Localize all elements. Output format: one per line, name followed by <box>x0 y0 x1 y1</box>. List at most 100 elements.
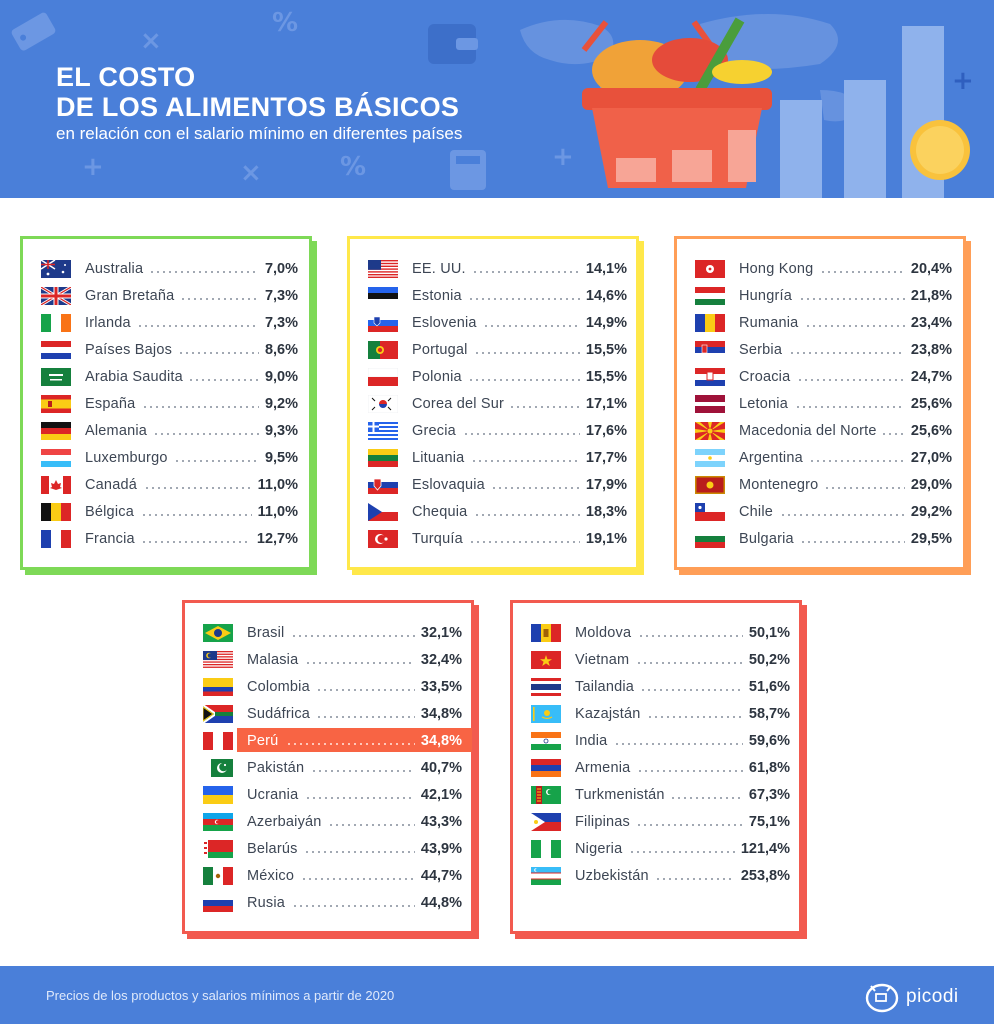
country-name: Hungría <box>739 288 792 304</box>
list-item: Lituania 17,7% <box>350 447 636 469</box>
country-name: Canadá <box>85 477 137 493</box>
flag-ru-icon <box>203 894 233 912</box>
percentage-value: 14,6% <box>585 288 627 304</box>
flag-mx-icon <box>203 867 233 885</box>
country-name: Grecia <box>412 423 456 439</box>
dot-leader <box>819 271 905 273</box>
country-name: Turquía <box>412 531 463 547</box>
percentage-value: 20,4% <box>910 261 952 277</box>
flag-bg-icon <box>695 530 725 548</box>
list-item: Grecia 17,6% <box>350 420 636 442</box>
flag-az-icon <box>203 813 233 831</box>
percentage-value: 17,9% <box>585 477 627 493</box>
dot-leader <box>646 716 743 718</box>
country-name: Vietnam <box>575 652 630 668</box>
flag-lu-icon <box>41 449 71 467</box>
list-item: Kazajstán 58,7% <box>513 703 799 725</box>
dot-leader <box>490 487 580 489</box>
dot-leader <box>304 662 415 664</box>
dot-leader <box>654 878 735 880</box>
percentage-value: 43,3% <box>420 814 462 830</box>
dot-leader <box>796 379 905 381</box>
percentage-value: 29,5% <box>910 531 952 547</box>
flag-lv-icon <box>695 395 725 413</box>
percentage-value: 34,8% <box>420 706 462 722</box>
list-item: Serbia 23,8% <box>677 339 963 361</box>
dot-leader <box>300 878 415 880</box>
flag-co-icon <box>203 678 233 696</box>
country-name: Alemania <box>85 423 148 439</box>
country-name: Rusia <box>247 895 286 911</box>
dot-leader <box>143 487 252 489</box>
list-item: Hungría 21,8% <box>677 285 963 307</box>
dot-leader <box>637 635 743 637</box>
percentage-value: 67,3% <box>748 787 790 803</box>
dot-leader <box>327 824 415 826</box>
percentage-value: 14,1% <box>585 261 627 277</box>
list-item: Estonia 14,6% <box>350 285 636 307</box>
header-illustration <box>11 12 970 198</box>
country-name: India <box>575 733 608 749</box>
dot-leader <box>149 271 259 273</box>
dot-leader <box>140 514 252 516</box>
list-item: Ucrania 42,1% <box>185 784 471 806</box>
percentage-value: 12,7% <box>256 531 298 547</box>
card-orange: Hong Kong 20,4% Hungría 21,8% Rumania 23,4% Se… <box>674 236 966 570</box>
card-red-left: Brasil 32,1% Malasia 32,4% Colombia 33,5% Sudá… <box>182 600 474 934</box>
dot-leader <box>794 406 905 408</box>
percentage-value: 7,0% <box>264 261 298 277</box>
flag-lt-icon <box>368 449 398 467</box>
flag-cl-icon <box>695 503 725 521</box>
title-line-2: DE LOS ALIMENTOS BÁSICOS <box>56 92 460 122</box>
dot-leader <box>474 352 580 354</box>
price-tag-icon <box>11 12 56 51</box>
dot-leader <box>291 635 415 637</box>
country-name: Francia <box>85 531 135 547</box>
flag-tm-icon <box>531 786 561 804</box>
percentage-value: 9,3% <box>264 423 298 439</box>
country-name: Uzbekistán <box>575 868 649 884</box>
basket-icon <box>581 17 772 188</box>
percentage-value: 29,0% <box>910 477 952 493</box>
country-name: Polonia <box>412 369 462 385</box>
dot-leader <box>670 797 743 799</box>
multiply-icon: × <box>140 26 162 56</box>
country-name: Armenia <box>575 760 631 776</box>
flag-hr-icon <box>695 368 725 386</box>
percentage-value: 8,6% <box>264 342 298 358</box>
dot-leader <box>635 662 743 664</box>
list-item: Bélgica 11,0% <box>23 501 309 523</box>
country-name: Tailandia <box>575 679 635 695</box>
dot-leader <box>628 851 735 853</box>
percentage-value: 15,5% <box>585 369 627 385</box>
flag-gb-icon <box>41 287 71 305</box>
dot-leader <box>468 379 580 381</box>
percentage-value: 44,7% <box>420 868 462 884</box>
flag-br-icon <box>203 624 233 642</box>
dot-leader <box>636 770 743 772</box>
calculator-icon <box>450 150 486 190</box>
dot-leader <box>800 541 905 543</box>
flag-md-icon <box>531 624 561 642</box>
dot-leader <box>780 514 905 516</box>
list-item: Armenia 61,8% <box>513 757 799 779</box>
flag-by-icon <box>203 840 233 858</box>
dot-leader <box>474 514 580 516</box>
country-name: Eslovenia <box>412 315 477 331</box>
flag-ar-icon <box>695 449 725 467</box>
dot-leader <box>304 851 415 853</box>
dot-leader <box>292 905 415 907</box>
percentage-value: 14,9% <box>585 315 627 331</box>
percentage-value: 21,8% <box>910 288 952 304</box>
list-item: Australia 7,0% <box>23 258 309 280</box>
dot-leader <box>316 689 415 691</box>
footer-banner: Precios de los productos y salarios míni… <box>0 966 994 1024</box>
country-name: Arabia Saudita <box>85 369 183 385</box>
percentage-value: 11,0% <box>257 477 298 493</box>
list-item: Gran Bretaña 7,3% <box>23 285 309 307</box>
wallet-icon <box>428 24 478 64</box>
dot-leader <box>285 743 415 745</box>
flag-kr-icon <box>368 395 398 413</box>
flag-za-icon <box>203 705 233 723</box>
percentage-value: 25,6% <box>910 423 952 439</box>
